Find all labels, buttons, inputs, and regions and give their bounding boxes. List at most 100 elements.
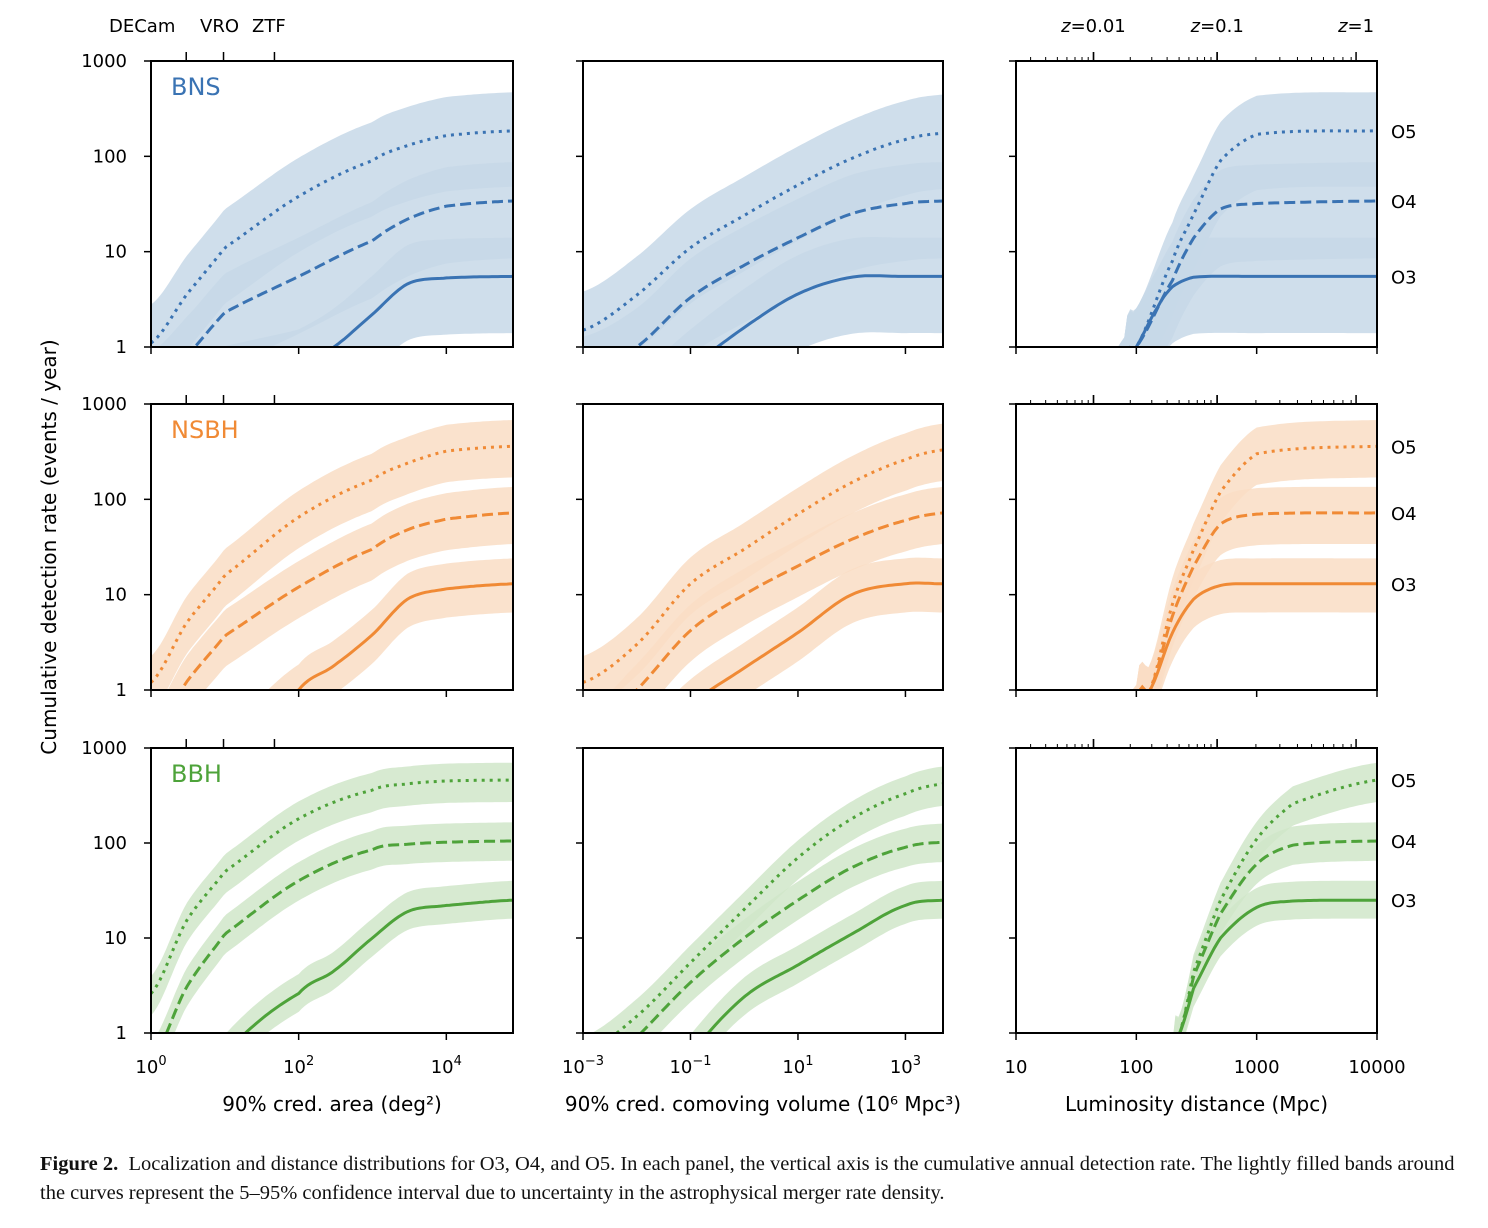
run-label-o4: O4 bbox=[1391, 504, 1417, 525]
x-tick-exponent: 1 bbox=[805, 1054, 813, 1069]
curve-o5 bbox=[583, 448, 943, 684]
y-tick-label: 10 bbox=[104, 242, 127, 263]
x-tick-exponent: 3 bbox=[913, 1054, 921, 1069]
x-tick-label: 1000 bbox=[1234, 1057, 1280, 1078]
panel-bbh-area: 1 10 100 1000 100 102 104 90% cred. area (deg²)… bbox=[81, 738, 514, 1116]
x-tick-label: 100 bbox=[135, 1054, 166, 1078]
population-label: NSBH bbox=[171, 416, 239, 444]
panel-bns-distance: z=0.01 z=0.1 z=1 O3 O4 O5 bbox=[1009, 16, 1417, 354]
panel-bbh-distance: 10 100 1000 10000 Luminosity distance (Mpc) O… bbox=[1005, 739, 1417, 1116]
confidence-band-o3 bbox=[267, 558, 513, 690]
panel-frame bbox=[1015, 403, 1378, 691]
confidence-band-o3 bbox=[1173, 880, 1377, 1033]
panel-bns-volume bbox=[576, 60, 944, 354]
curve-o4 bbox=[634, 199, 943, 347]
x-tick-exponent: 2 bbox=[306, 1054, 314, 1069]
x-axis-label: 90% cred. comoving volume (10⁶ Mpc³) bbox=[565, 1092, 961, 1116]
curve-o3 bbox=[707, 581, 943, 690]
confidence-band-o5 bbox=[1173, 762, 1377, 1033]
caption-label: Figure 2. bbox=[40, 1153, 119, 1175]
curve-o3 bbox=[1128, 274, 1377, 347]
x-tick-label: 104 bbox=[431, 1054, 462, 1078]
panel-frame bbox=[1015, 60, 1378, 348]
run-label-o5: O5 bbox=[1391, 437, 1417, 458]
x-tick-label: 10−1 bbox=[669, 1054, 711, 1078]
confidence-band-o4 bbox=[167, 486, 513, 690]
plot-area bbox=[1117, 92, 1377, 347]
redshift-symbol: z bbox=[1060, 16, 1071, 37]
plot-area bbox=[151, 762, 513, 1033]
curve-o3 bbox=[715, 274, 943, 347]
x-tick-label: 103 bbox=[890, 1054, 921, 1078]
curve-o4 bbox=[1174, 839, 1377, 1033]
panel-nsbh-distance: O3 O4 O5 bbox=[1009, 395, 1417, 697]
run-label-o3: O3 bbox=[1391, 575, 1417, 596]
run-label-o5: O5 bbox=[1391, 771, 1417, 792]
y-tick-label: 10 bbox=[104, 928, 127, 949]
redshift-label: z=1 bbox=[1337, 16, 1374, 37]
run-label-o5: O5 bbox=[1391, 122, 1417, 143]
x-tick-label: 100 bbox=[1119, 1057, 1153, 1078]
figure-grid: Cumulative detection rate (events / year… bbox=[37, 16, 1417, 1116]
curve-o4 bbox=[192, 199, 513, 347]
y-tick-label: 10 bbox=[104, 585, 127, 606]
panel-frame bbox=[150, 403, 514, 691]
y-tick-label: 1000 bbox=[81, 51, 127, 72]
confidence-band-o4 bbox=[1132, 486, 1377, 690]
curve-o5 bbox=[151, 778, 513, 995]
survey-label-ztf: ZTF bbox=[252, 16, 286, 37]
run-label-o3: O3 bbox=[1391, 891, 1417, 912]
redshift-symbol: z bbox=[1337, 16, 1348, 37]
panel-frame bbox=[582, 403, 944, 691]
redshift-symbol: z bbox=[1190, 16, 1201, 37]
x-tick-label: 101 bbox=[782, 1054, 813, 1078]
population-label: BBH bbox=[171, 760, 222, 788]
y-tick-label: 1 bbox=[116, 337, 127, 358]
plot-area bbox=[591, 766, 943, 1033]
curve-o4 bbox=[164, 839, 513, 1033]
curve-o5 bbox=[151, 444, 513, 684]
curve-o3 bbox=[1138, 582, 1377, 690]
curve-o3 bbox=[295, 582, 513, 690]
plot-area bbox=[1132, 420, 1377, 690]
plot-area bbox=[1173, 762, 1377, 1033]
x-axis-label: Luminosity distance (Mpc) bbox=[1065, 1092, 1328, 1116]
run-label-o4: O4 bbox=[1391, 832, 1417, 853]
x-tick-label: 10−3 bbox=[562, 1054, 604, 1078]
curve-o5 bbox=[1134, 129, 1377, 347]
curve-o4 bbox=[179, 511, 513, 690]
panel-frame bbox=[582, 747, 944, 1034]
panel-bbh-volume: 10−3 10−1 101 103 90% cred. comoving volume … bbox=[562, 747, 961, 1116]
y-axis-label: Cumulative detection rate (events / year… bbox=[37, 339, 61, 754]
x-tick-label: 102 bbox=[283, 1054, 314, 1078]
confidence-band-o4 bbox=[157, 822, 513, 1033]
y-tick-label: 1 bbox=[116, 680, 127, 701]
survey-label-decam: DECam bbox=[109, 16, 175, 37]
confidence-band-o3 bbox=[221, 237, 513, 347]
curve-o4 bbox=[1138, 511, 1377, 690]
caption-text: Localization and distance distributions … bbox=[40, 1153, 1455, 1204]
curve-o4 bbox=[638, 840, 943, 1033]
confidence-band-o5 bbox=[151, 420, 513, 690]
confidence-band-o4 bbox=[623, 823, 943, 1033]
panel-frame bbox=[1015, 747, 1378, 1034]
run-label-o4: O4 bbox=[1391, 192, 1417, 213]
confidence-band-o3 bbox=[1133, 558, 1377, 690]
x-tick-label: 10 bbox=[1005, 1057, 1028, 1078]
redshift-label: z=0.01 bbox=[1060, 16, 1126, 37]
x-tick-exponent: 0 bbox=[158, 1054, 166, 1069]
y-tick-label: 100 bbox=[93, 146, 127, 167]
curve-o4 bbox=[1134, 199, 1377, 347]
x-tick-exponent: −3 bbox=[585, 1054, 604, 1069]
y-tick-label: 100 bbox=[93, 489, 127, 510]
x-tick-exponent: 4 bbox=[454, 1054, 462, 1069]
run-label-o3: O3 bbox=[1391, 267, 1417, 288]
x-tick-label: 10000 bbox=[1348, 1057, 1405, 1078]
panel-frame bbox=[150, 747, 514, 1034]
panel-nsbh-area: 1 10 100 1000 NSBH bbox=[81, 394, 514, 701]
confidence-band-o5 bbox=[591, 766, 943, 1033]
confidence-band-o4 bbox=[612, 486, 943, 690]
curve-o3 bbox=[706, 898, 943, 1033]
y-tick-label: 100 bbox=[93, 833, 127, 854]
confidence-band-o3 bbox=[670, 237, 943, 347]
